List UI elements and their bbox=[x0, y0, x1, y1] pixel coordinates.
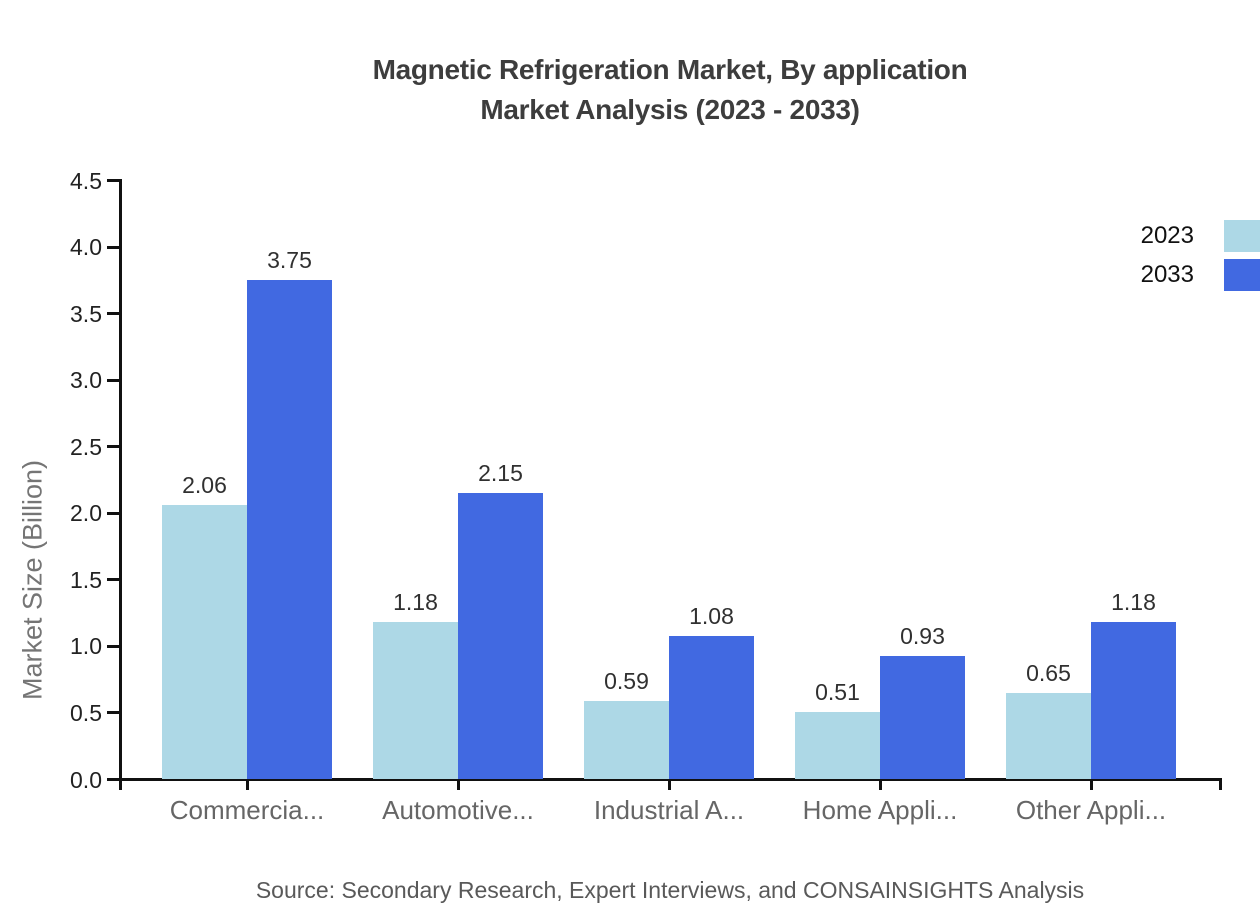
y-tick-label: 4.5 bbox=[70, 167, 102, 194]
y-tick bbox=[107, 644, 119, 648]
x-tick bbox=[456, 778, 460, 790]
y-axis-line bbox=[119, 179, 122, 790]
bar-2023 bbox=[795, 711, 880, 780]
value-label: 1.08 bbox=[689, 602, 734, 629]
value-label: 3.75 bbox=[267, 247, 312, 274]
source-note: Source: Secondary Research, Expert Inter… bbox=[255, 877, 1085, 903]
y-tick-label: 4.0 bbox=[70, 234, 102, 261]
bar-2023 bbox=[1006, 692, 1091, 780]
y-tick-label: 0.5 bbox=[70, 699, 102, 726]
y-tick bbox=[107, 711, 119, 715]
y-tick bbox=[107, 312, 119, 316]
value-label: 0.65 bbox=[1026, 659, 1071, 686]
value-label: 0.51 bbox=[815, 678, 860, 705]
y-tick bbox=[107, 245, 119, 249]
category-label: Home Appli... bbox=[802, 795, 958, 825]
bar-2033 bbox=[669, 635, 754, 780]
x-tick bbox=[667, 778, 671, 790]
y-tick bbox=[107, 778, 119, 781]
category-label: Other Appli... bbox=[1015, 795, 1167, 825]
y-tick-label: 1.5 bbox=[70, 566, 102, 593]
y-tick-label: 2.0 bbox=[70, 500, 102, 527]
legend-swatch bbox=[1224, 259, 1260, 291]
x-tick bbox=[878, 778, 882, 790]
bar-2023 bbox=[584, 700, 669, 780]
value-label: 1.18 bbox=[393, 589, 438, 616]
legend-swatch bbox=[1224, 220, 1260, 252]
category-label: Commercia... bbox=[169, 795, 325, 825]
value-label: 2.15 bbox=[478, 460, 523, 487]
bar-2033 bbox=[1091, 622, 1176, 780]
x-tick bbox=[1089, 778, 1093, 790]
legend-item: 2033 bbox=[1141, 259, 1260, 291]
legend-label: 2033 bbox=[1140, 261, 1194, 288]
value-label: 1.18 bbox=[1111, 589, 1156, 616]
x-axis-end-tick bbox=[1219, 778, 1222, 790]
y-tick-label: 0.0 bbox=[70, 766, 102, 793]
category-label: Automotive... bbox=[382, 795, 534, 825]
value-label: 2.06 bbox=[182, 472, 227, 499]
value-label: 0.93 bbox=[900, 622, 945, 649]
y-tick-label: 3.5 bbox=[70, 300, 102, 327]
legend-label: 2023 bbox=[1140, 222, 1194, 249]
chart-title-line2: Market Analysis (2023 - 2033) bbox=[480, 94, 860, 125]
bar-2033 bbox=[458, 493, 543, 780]
x-tick bbox=[245, 778, 249, 790]
category-label: Industrial A... bbox=[593, 795, 745, 825]
y-tick bbox=[107, 445, 119, 449]
bar-2033 bbox=[880, 655, 965, 780]
y-tick bbox=[107, 378, 119, 382]
legend: 2023 2033 bbox=[1141, 220, 1260, 298]
bar-2033 bbox=[247, 280, 332, 780]
chart-title: Magnetic Refrigeration Market, By applic… bbox=[120, 50, 1220, 130]
y-tick-label: 1.0 bbox=[70, 633, 102, 660]
y-tick bbox=[107, 578, 119, 582]
bar-2023 bbox=[162, 505, 247, 780]
y-tick-label: 3.0 bbox=[70, 367, 102, 394]
x-axis-line bbox=[119, 778, 1222, 781]
value-label: 0.59 bbox=[604, 667, 649, 694]
y-tick-label: 2.5 bbox=[70, 433, 102, 460]
legend-item: 2023 bbox=[1141, 220, 1260, 252]
y-tick bbox=[107, 511, 119, 515]
bar-2023 bbox=[373, 622, 458, 780]
chart-title-line1: Magnetic Refrigeration Market, By applic… bbox=[372, 54, 968, 85]
y-tick bbox=[107, 179, 119, 182]
